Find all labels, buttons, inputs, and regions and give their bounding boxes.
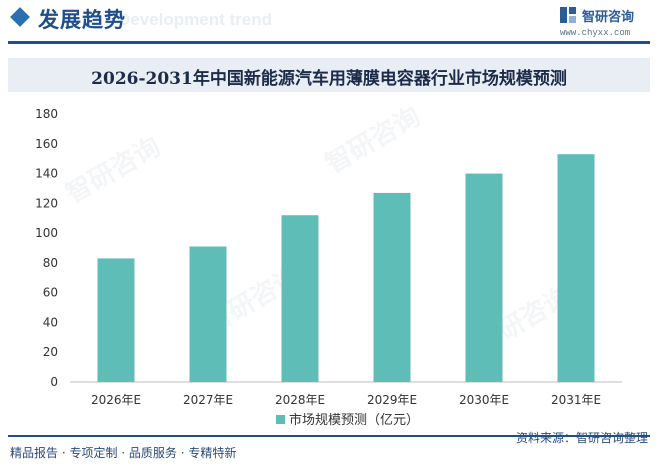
x-tick-label: 2027年E bbox=[183, 393, 233, 407]
header-ghost-text: Development trend bbox=[118, 10, 272, 29]
x-tick-label: 2026年E bbox=[91, 393, 141, 407]
bar-3 bbox=[281, 215, 319, 382]
chart-title: 2026-2031年中国新能源汽车用薄膜电容器行业市场规模预测 bbox=[91, 69, 567, 89]
y-tick-label: 100 bbox=[35, 226, 58, 240]
bar-5 bbox=[465, 173, 503, 382]
x-tick-label: 2029年E bbox=[367, 393, 417, 407]
y-tick-label: 80 bbox=[43, 256, 58, 270]
footer-divider bbox=[8, 435, 650, 437]
bar-6 bbox=[557, 154, 595, 382]
y-tick-label: 0 bbox=[50, 375, 58, 389]
brand-name: 智研咨询 bbox=[582, 10, 635, 25]
bar-2 bbox=[189, 246, 227, 382]
legend-swatch bbox=[276, 415, 285, 424]
brand-url: www.chyxx.com bbox=[560, 28, 631, 38]
y-tick-label: 60 bbox=[43, 286, 58, 300]
header-divider bbox=[8, 41, 650, 44]
bar-4 bbox=[373, 192, 411, 382]
page-footer: 资料来源：智研咨询整理 精品报告 · 专项定制 · 品质服务 · 专精特新 bbox=[0, 431, 658, 466]
x-tick-label: 2028年E bbox=[275, 393, 325, 407]
footer-slogan: 精品报告 · 专项定制 · 品质服务 · 专精特新 bbox=[10, 446, 237, 460]
y-tick-label: 40 bbox=[43, 315, 58, 329]
data-source: 资料来源：智研咨询整理 bbox=[515, 431, 648, 445]
section-title: 发展趋势 bbox=[38, 8, 126, 32]
x-tick-label: 2030年E bbox=[459, 393, 509, 407]
legend-label: 市场规模预测（亿元） bbox=[289, 412, 419, 428]
bar-1 bbox=[97, 258, 135, 382]
chart-title-band: 2026-2031年中国新能源汽车用薄膜电容器行业市场规模预测 bbox=[8, 58, 650, 92]
y-tick-label: 180 bbox=[35, 107, 58, 121]
x-tick-label: 2031年E bbox=[551, 393, 601, 407]
brand-logo: 智研咨询 www.chyxx.com bbox=[560, 6, 652, 40]
y-tick-label: 20 bbox=[43, 345, 58, 359]
y-tick-label: 140 bbox=[35, 167, 58, 181]
y-tick-label: 160 bbox=[35, 137, 58, 151]
brand-logo-icon bbox=[560, 7, 576, 23]
y-tick-label: 120 bbox=[35, 196, 58, 210]
page-header: Development trend 发展趋势 智研咨询 www.chyxx.co… bbox=[0, 0, 658, 44]
